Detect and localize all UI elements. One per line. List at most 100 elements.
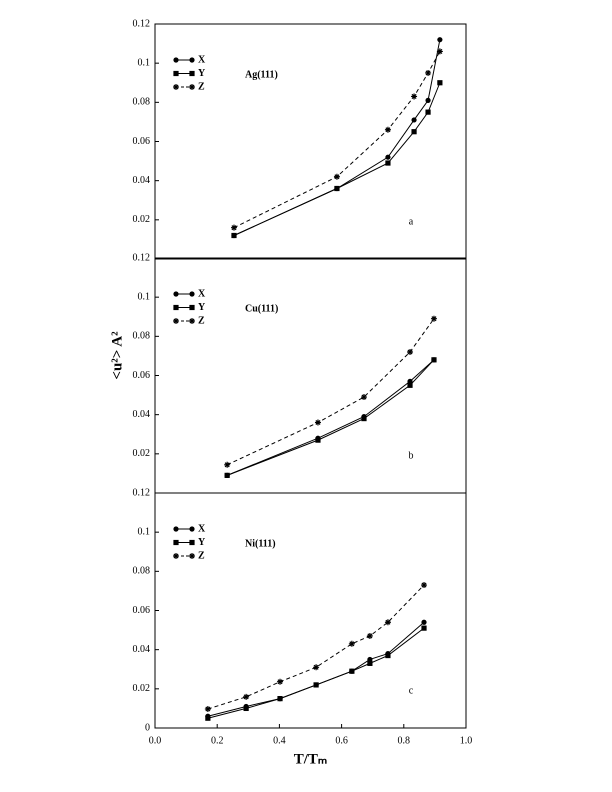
y-tick-label: 0.1 — [138, 526, 151, 537]
point — [384, 126, 391, 133]
annotation: Ni(111) — [245, 538, 276, 549]
point — [411, 117, 417, 123]
y-tick-label: 0.12 — [133, 18, 151, 29]
legend-marker — [189, 318, 195, 324]
point — [411, 93, 418, 100]
point — [367, 656, 373, 663]
point — [431, 357, 437, 363]
legend-label: Y — [198, 68, 206, 79]
legend-marker — [173, 526, 179, 532]
series-line — [226, 359, 435, 476]
x-tick-label: 0.0 — [149, 735, 162, 746]
y-tick-label: 0.02 — [133, 683, 151, 694]
point — [407, 349, 414, 355]
point — [385, 160, 391, 166]
point — [411, 129, 417, 135]
point — [421, 582, 428, 589]
point — [421, 619, 427, 625]
legend-marker — [189, 291, 195, 297]
y-tick-label: 0.06 — [133, 370, 151, 381]
point — [384, 619, 391, 626]
series-line — [226, 359, 435, 476]
legend-marker — [173, 84, 179, 90]
legend-marker — [173, 318, 179, 324]
point — [385, 652, 391, 659]
x-tick-label: 1.0 — [460, 735, 473, 746]
legend-label: Y — [198, 302, 206, 313]
legend-marker — [189, 57, 195, 63]
x-tick-label: 0.8 — [398, 735, 411, 746]
legend-marker — [173, 553, 179, 559]
y-axis-label: <u²> A² — [109, 331, 125, 380]
x-axis-label: T/Tₘ — [294, 751, 328, 767]
legend-label: X — [198, 288, 206, 299]
y-tick-label: 0.08 — [133, 331, 151, 342]
annotation: Ag(111) — [245, 69, 278, 80]
series-line — [233, 82, 441, 236]
point — [333, 173, 340, 180]
point — [277, 678, 284, 685]
legend-label: X — [198, 54, 206, 65]
point — [407, 382, 413, 388]
legend-label: X — [198, 523, 206, 534]
legend-marker — [189, 70, 195, 77]
legend-marker — [173, 70, 179, 77]
point — [360, 394, 367, 401]
point — [334, 185, 340, 192]
x-tick-label: 0.6 — [335, 735, 348, 746]
point — [385, 154, 391, 160]
point — [349, 668, 355, 674]
point — [437, 80, 443, 86]
series-line — [207, 584, 425, 710]
panel-label: c — [409, 685, 414, 696]
y-tick-label: 0.02 — [133, 214, 151, 225]
point — [230, 224, 237, 231]
point — [313, 682, 319, 688]
legend-marker — [189, 304, 195, 311]
y-tick-label: 0.12 — [133, 487, 151, 498]
point — [204, 706, 211, 713]
legend-label: Z — [198, 315, 205, 326]
series-line — [233, 51, 441, 229]
y-tick-label: 0.02 — [133, 448, 151, 459]
x-tick-label: 0.4 — [273, 735, 286, 746]
y-tick-label: 0.06 — [133, 605, 151, 616]
point — [231, 232, 237, 239]
point — [425, 97, 431, 103]
point — [348, 640, 355, 647]
point — [437, 37, 443, 43]
point — [315, 437, 321, 443]
legend-marker — [189, 539, 195, 546]
y-tick-label: 0.04 — [133, 409, 151, 420]
y-tick-label: 0.1 — [138, 57, 151, 68]
point — [430, 315, 437, 322]
legend-label: Y — [198, 537, 206, 548]
point — [224, 461, 231, 468]
legend-marker — [189, 84, 195, 90]
y-tick-label: 0.04 — [133, 175, 151, 186]
legend-marker — [173, 291, 179, 297]
point — [243, 705, 249, 712]
point — [205, 715, 211, 721]
point — [224, 472, 230, 478]
point — [367, 660, 373, 666]
point — [436, 48, 443, 55]
series-line — [207, 627, 425, 719]
annotation: Cu(111) — [245, 303, 278, 314]
legend-label: Z — [198, 81, 205, 92]
point — [366, 632, 373, 639]
x-tick-label: 0.2 — [211, 735, 224, 746]
panel-label: b — [409, 450, 414, 461]
point — [314, 419, 321, 426]
y-tick-label: 0.12 — [133, 252, 151, 263]
y-tick-label: 0.06 — [133, 136, 151, 147]
y-tick-label: 0.1 — [138, 291, 151, 302]
series-line — [226, 318, 435, 466]
y-tick-label: 0.08 — [133, 566, 151, 577]
y-tick-label: 0.08 — [133, 97, 151, 108]
point — [313, 664, 320, 671]
point — [277, 696, 283, 702]
point — [425, 109, 431, 115]
point — [407, 378, 413, 384]
